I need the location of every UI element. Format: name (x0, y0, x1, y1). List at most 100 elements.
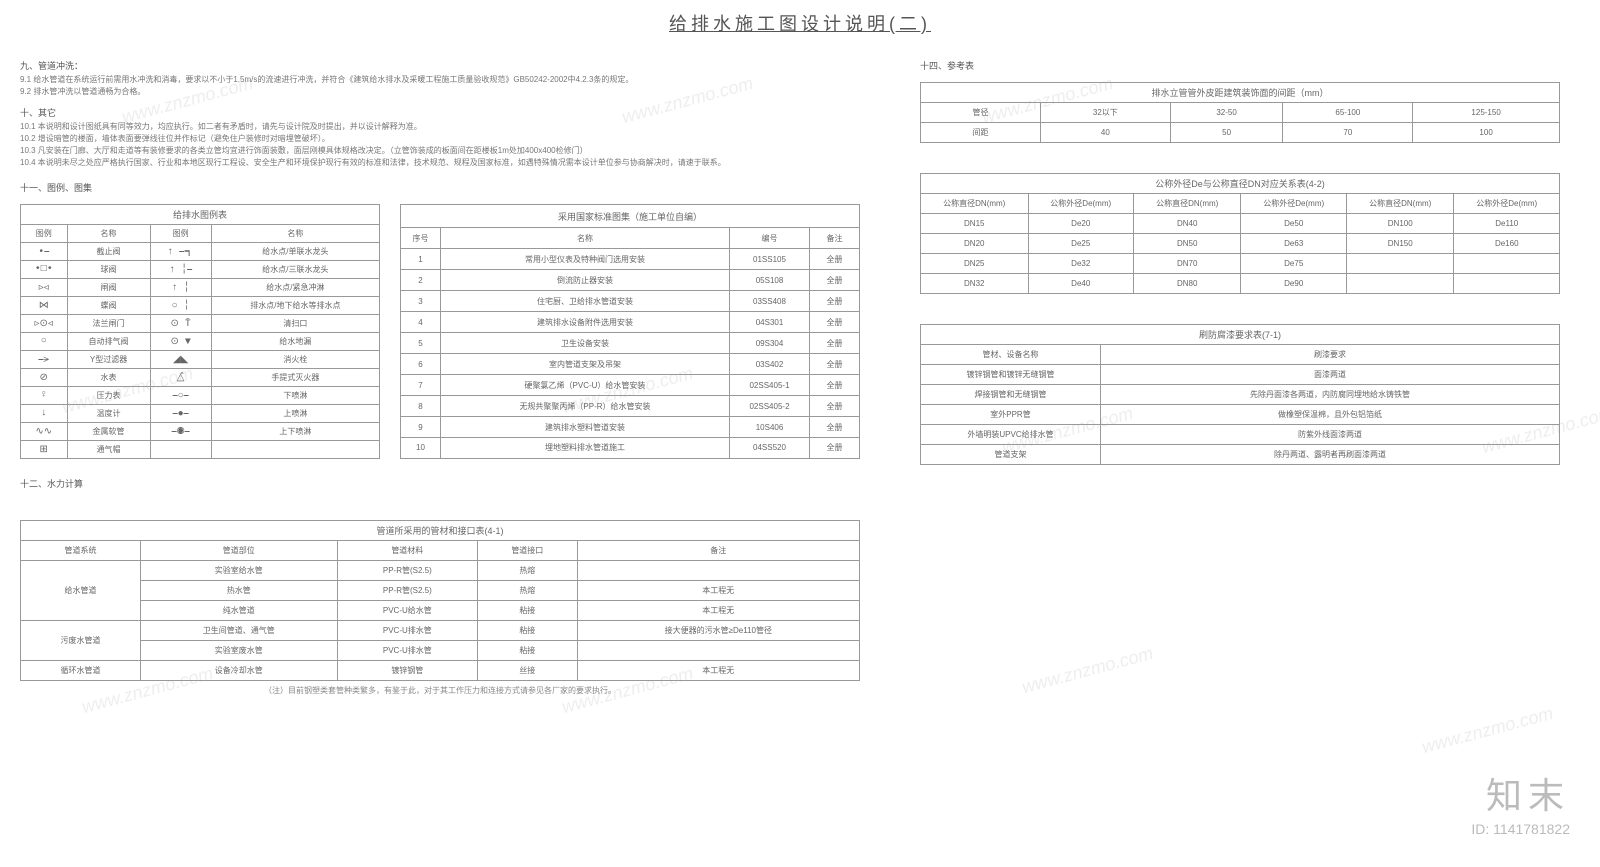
pipe-cell: PVC-U给水管 (337, 601, 478, 621)
pipe-header: 管道材料 (337, 541, 478, 561)
watermark: www.znzmo.com (1020, 643, 1156, 698)
legend-cell: ↑ ╎ (150, 279, 211, 297)
std-cell: 7 (401, 375, 441, 396)
legend-cell: 上喷淋 (211, 405, 379, 423)
legend-cell: 消火栓 (211, 351, 379, 369)
corr-cell: 先除丹面漆各两道，内防腐同埋地给水铸铁管 (1101, 385, 1560, 405)
pipe-sys-cell: 给水管道 (21, 561, 141, 621)
legend-cell: ↑ ╎⎯ (150, 261, 211, 279)
corr-header: 管材、设备名称 (921, 345, 1101, 365)
pipe-cell: 本工程无 (577, 601, 859, 621)
table-row: ↓温度计⎯●⎯上喷淋 (21, 405, 380, 423)
dnde-cell: De110 (1454, 214, 1560, 234)
std-cell: 10S406 (730, 417, 810, 438)
page-title: 给排水施工图设计说明(二) (669, 10, 931, 36)
table-row: •□•球阀↑ ╎⎯给水点/三联水龙头 (21, 261, 380, 279)
table-row: 8无规共聚聚丙烯（PP-R）给水管安装02SS405-2全册 (401, 396, 860, 417)
pipe-cell: 热熔 (478, 581, 577, 601)
dnde-cell: DN15 (921, 214, 1029, 234)
dnde-cell: DN20 (921, 234, 1029, 254)
riser-cell: 125-150 (1413, 103, 1560, 123)
std-cell: 03SS408 (730, 291, 810, 312)
table-row: ▹◃闸阀↑ ╎给水点/紧急冲淋 (21, 279, 380, 297)
std-header: 名称 (441, 228, 730, 249)
corr-cell: 室外PPR管 (921, 405, 1101, 425)
corrosion-title: 刷防腐漆要求表(7-1) (921, 325, 1560, 345)
legend-cell: 温度计 (67, 405, 150, 423)
std-cell: 建筑排水塑料管道安装 (441, 417, 730, 438)
riser-cell: 70 (1283, 123, 1413, 143)
legend-cell: ↑ ⎯┑ (150, 243, 211, 261)
table-row: 外墙明装UPVC给排水管防紫外线面漆两道 (921, 425, 1560, 445)
std-cell: 全册 (810, 354, 860, 375)
pipe-cell: PP-R管(S2.5) (337, 561, 478, 581)
std-cell: 常用小型仪表及特种阀门选用安装 (441, 249, 730, 270)
std-cell: 02SS405-1 (730, 375, 810, 396)
legend-cell: ♀ (21, 387, 68, 405)
pipe-cell: PP-R管(S2.5) (337, 581, 478, 601)
pipe-footnote: （注）目前钢塑类套管种类繁多，有鉴于此，对于其工作压力和连接方式请参见各厂家的要… (20, 685, 860, 696)
note-9-2: 9.2 排水管冲洗以管道通畅为合格。 (20, 86, 900, 98)
legend-title: 给排水图例表 (21, 205, 380, 225)
table-row: 焊接钢管和无缝钢管先除丹面漆各两道，内防腐同埋地给水铸铁管 (921, 385, 1560, 405)
pipe-cell: 粘接 (478, 621, 577, 641)
corr-cell: 做橡塑保温棉，且外包铝箔纸 (1101, 405, 1560, 425)
pipe-header: 管道系统 (21, 541, 141, 561)
note-9-1: 9.1 给水管道在系统运行前需用水冲洗和消毒，要求以不小于1.5m/s的流速进行… (20, 74, 900, 86)
pipe-material-title: 管道所采用的管材和接口表(4-1) (21, 521, 860, 541)
dnde-header: 公称外径De(mm) (1028, 194, 1133, 214)
section-12-header: 十二、水力计算 (20, 477, 900, 490)
std-cell: 4 (401, 312, 441, 333)
table-row: ⋈蝶阀○ ╎排水点/地下给水等排水点 (21, 297, 380, 315)
note-10-4: 10.4 本说明未尽之处应严格执行国家、行业和本地区现行工程设、安全生产和环境保… (20, 157, 900, 169)
riser-cell: 65-100 (1283, 103, 1413, 123)
std-cell: 6 (401, 354, 441, 375)
table-row: ○自动排气阀⊙ ▼给水地漏 (21, 333, 380, 351)
pipe-cell: 镀锌钢管 (337, 661, 478, 681)
legend-cell: 金属软管 (67, 423, 150, 441)
note-10-2: 10.2 增设暗管的楼面，墙体表面要弹线往位并作标记（避免住户装修时对暗埋管破坏… (20, 133, 900, 145)
table-row: DN25De32DN70De75 (921, 254, 1560, 274)
table-row: 管径32以下32-5065-100125-150 (921, 103, 1560, 123)
corr-cell: 面漆两道 (1101, 365, 1560, 385)
corr-cell: 防紫外线面漆两道 (1101, 425, 1560, 445)
brand-id: ID: 1141781822 (1471, 821, 1570, 837)
riser-gap-title: 排水立管管外皮距建筑装饰面的间距（mm） (921, 83, 1560, 103)
pipe-sys-cell: 污废水管道 (21, 621, 141, 661)
std-cell: 室内管道支架及吊架 (441, 354, 730, 375)
dn-de-table: 公称外径De与公称直径DN对应关系表(4-2) 公称直径DN(mm)公称外径De… (920, 173, 1560, 294)
dnde-header: 公称直径DN(mm) (921, 194, 1029, 214)
pipe-cell: 实验室给水管 (141, 561, 338, 581)
pipe-cell: 卫生间管道、通气管 (141, 621, 338, 641)
dnde-cell: DN150 (1346, 234, 1454, 254)
legend-cell: ⎯●⎯ (150, 405, 211, 423)
legend-cell: 球阀 (67, 261, 150, 279)
table-row: 污废水管道卫生间管道、通气管PVC-U排水管粘接接大便器的污水管≥De110管径 (21, 621, 860, 641)
table-row: 9建筑排水塑料管道安装10S406全册 (401, 417, 860, 438)
dnde-cell: DN80 (1133, 274, 1241, 294)
watermark: www.znzmo.com (1420, 703, 1556, 758)
legend-header: 名称 (211, 225, 379, 243)
dnde-cell (1346, 254, 1454, 274)
dnde-cell: De160 (1454, 234, 1560, 254)
pipe-header: 管道接口 (478, 541, 577, 561)
table-row: 间距405070100 (921, 123, 1560, 143)
pipe-cell: 接大便器的污水管≥De110管径 (577, 621, 859, 641)
legend-cell: 自动排气阀 (67, 333, 150, 351)
table-row: 管道支架除丹两道、露明者再刷面漆两道 (921, 445, 1560, 465)
std-cell: 05S108 (730, 270, 810, 291)
legend-cell: ⎯○⎯ (150, 387, 211, 405)
std-cell: 5 (401, 333, 441, 354)
pipe-cell: 热熔 (478, 561, 577, 581)
legend-cell: 截止阀 (67, 243, 150, 261)
legend-cell: 给水点/单联水龙头 (211, 243, 379, 261)
pipe-cell: 热水管 (141, 581, 338, 601)
dnde-cell: De25 (1028, 234, 1133, 254)
table-row: ∿∿金属软管⎯◉⎯上下喷淋 (21, 423, 380, 441)
std-cell: 全册 (810, 437, 860, 458)
pipe-cell: 设备冷却水管 (141, 661, 338, 681)
std-cell: 全册 (810, 291, 860, 312)
pipe-material-table: 管道所采用的管材和接口表(4-1) 管道系统管道部位管道材料管道接口备注 给水管… (20, 520, 860, 681)
dnde-cell: De32 (1028, 254, 1133, 274)
table-row: ⊘水表△̂手提式灭火器 (21, 369, 380, 387)
